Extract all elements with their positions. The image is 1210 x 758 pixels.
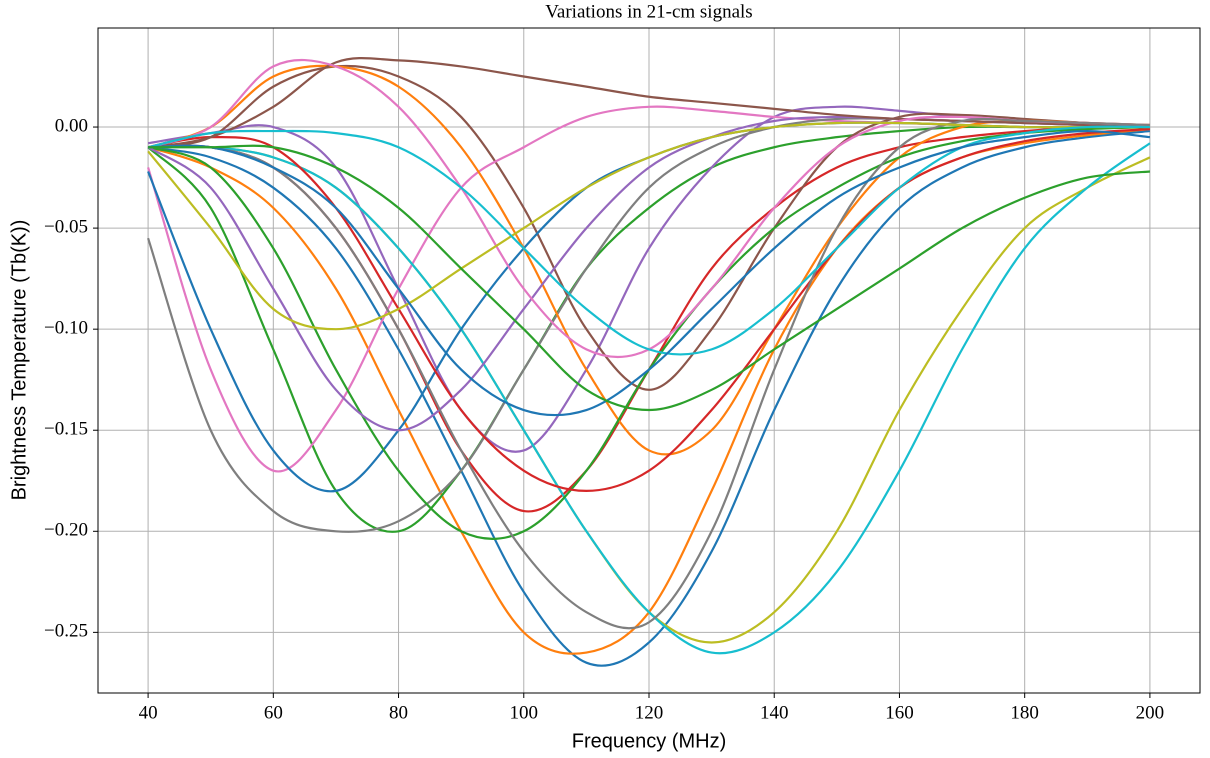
x-tick-label: 180 — [1010, 702, 1039, 723]
signal-line — [147, 121, 1150, 331]
signal-line — [147, 57, 1150, 149]
signal-line — [148, 142, 1151, 655]
x-tick-label: 200 — [1136, 702, 1165, 723]
signal-line — [147, 127, 1150, 492]
y-tick-label: −0.15 — [44, 419, 88, 440]
x-tick-label: 60 — [264, 702, 283, 723]
signal-line — [147, 64, 1150, 456]
y-tick-label: −0.05 — [44, 216, 88, 237]
y-tick-label: −0.10 — [44, 318, 88, 339]
x-tick-label: 120 — [635, 702, 664, 723]
x-tick-label: 40 — [139, 702, 158, 723]
x-tick-label: 140 — [760, 702, 789, 723]
y-tick-label: −0.25 — [44, 621, 88, 642]
y-axis-label: Brightness Temperature (Tb(K)) — [8, 220, 30, 501]
x-tick-label: 100 — [510, 702, 539, 723]
signal-line — [147, 58, 1150, 358]
chart-title: Variations in 21-cm signals — [545, 1, 752, 22]
signal-line — [147, 129, 1151, 667]
x-tick-label: 160 — [885, 702, 914, 723]
y-tick-label: 0.00 — [55, 115, 88, 136]
x-tick-label: 80 — [389, 702, 408, 723]
x-axis-label: Frequency (MHz) — [572, 730, 726, 752]
lines — [147, 57, 1151, 667]
ticks: 40 60 80 100 120 140 160 180 200 −0.25 −0.20 −0.15 −… — [44, 115, 1164, 723]
signal-line — [148, 129, 1151, 417]
signal-line — [147, 125, 1150, 540]
signal-line — [148, 117, 1150, 630]
signal-line — [147, 64, 1150, 391]
signal-line — [148, 144, 1151, 412]
grid — [98, 28, 1200, 693]
y-tick-label: −0.20 — [44, 520, 88, 541]
